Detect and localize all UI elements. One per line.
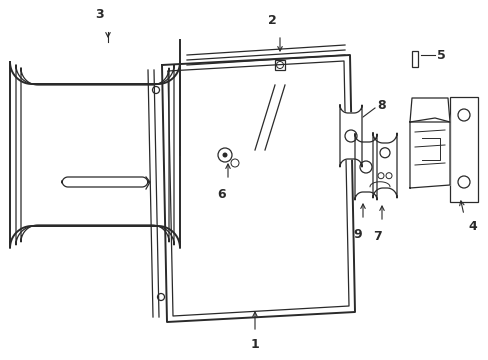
Circle shape — [222, 153, 227, 158]
Text: 2: 2 — [267, 14, 276, 27]
Text: 9: 9 — [353, 228, 362, 241]
Polygon shape — [354, 134, 376, 200]
Text: 7: 7 — [373, 230, 382, 243]
Text: 1: 1 — [250, 338, 259, 351]
Text: 3: 3 — [96, 8, 104, 21]
Text: 8: 8 — [376, 99, 385, 112]
Text: 4: 4 — [467, 220, 476, 233]
Polygon shape — [372, 133, 396, 198]
Polygon shape — [409, 98, 449, 122]
Bar — [411, 51, 417, 67]
Text: 6: 6 — [217, 188, 226, 201]
Bar — [274, 60, 285, 70]
Polygon shape — [339, 105, 361, 167]
Text: 5: 5 — [436, 49, 445, 62]
Bar — [449, 97, 477, 202]
Polygon shape — [409, 118, 449, 188]
